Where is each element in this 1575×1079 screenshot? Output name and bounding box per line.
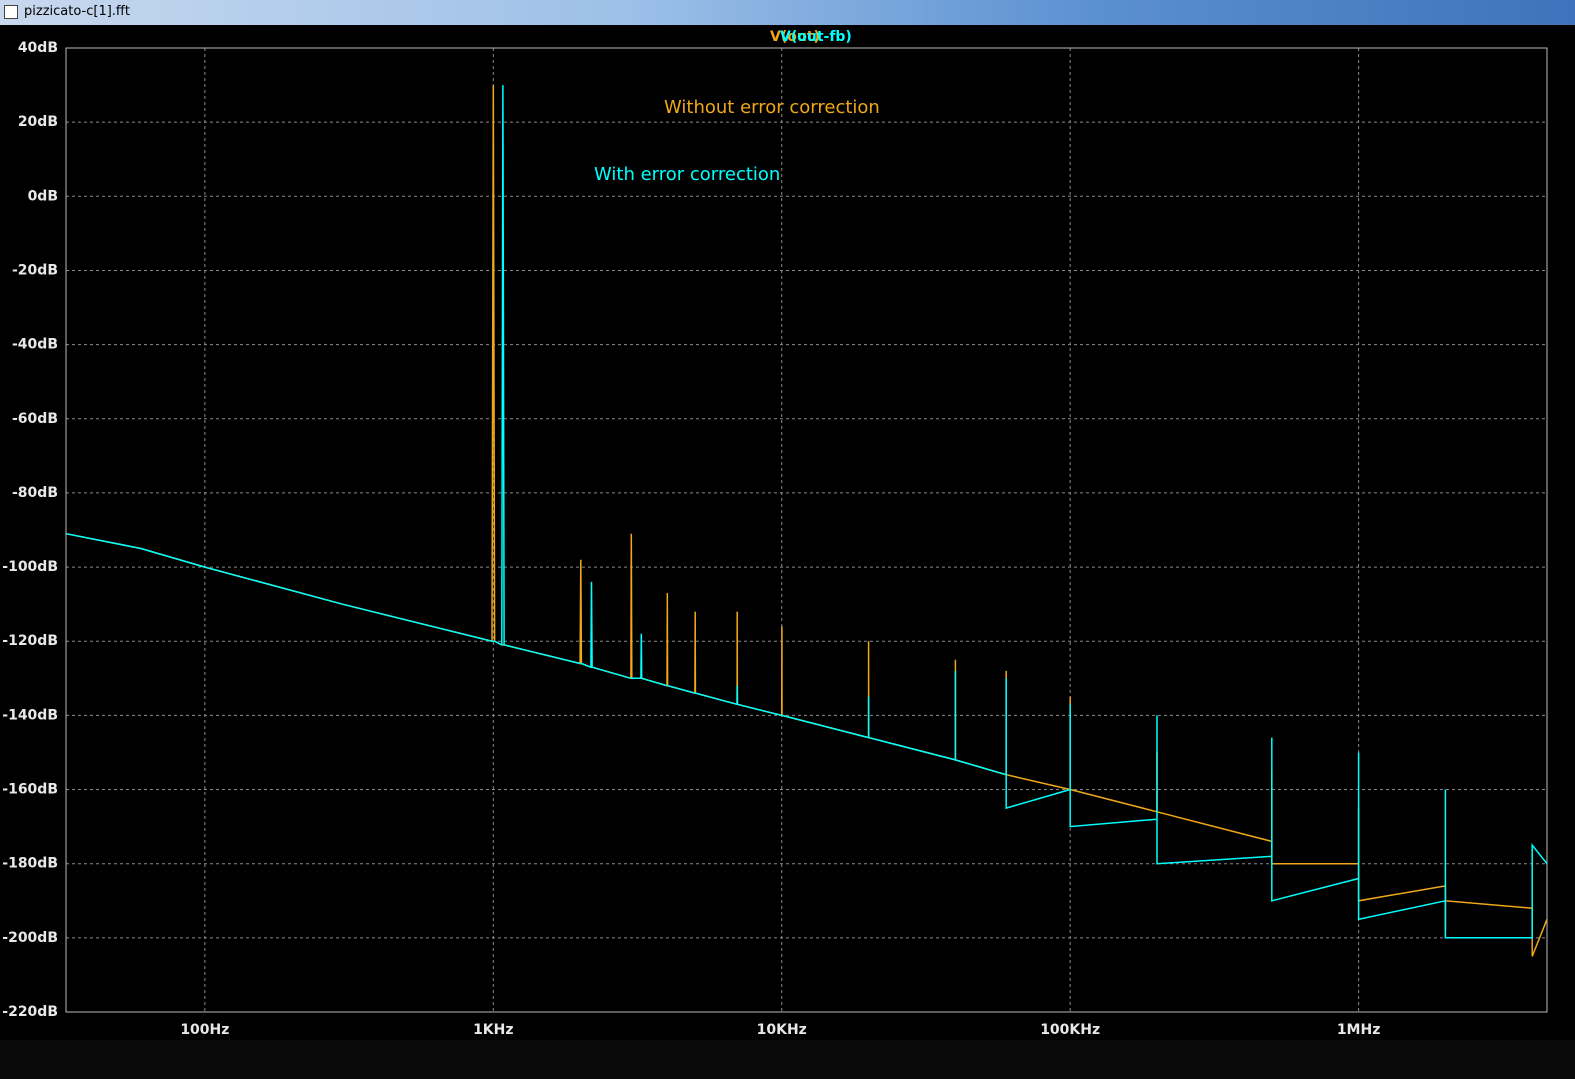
y-tick-label: -140dB xyxy=(2,707,58,723)
y-tick-label: -160dB xyxy=(2,782,58,798)
y-tick-label: -180dB xyxy=(2,856,58,872)
y-tick-label: 40dB xyxy=(18,40,58,56)
status-area xyxy=(0,1040,1575,1079)
series-line xyxy=(65,85,1548,939)
y-tick-label: -100dB xyxy=(2,559,58,575)
x-tick-label: 10KHz xyxy=(757,1022,807,1038)
y-tick-label: -20dB xyxy=(12,262,58,278)
x-tick-label: 100KHz xyxy=(1040,1022,1100,1038)
x-tick-label: 1KHz xyxy=(473,1022,513,1038)
y-tick-label: -60dB xyxy=(12,411,58,427)
background xyxy=(0,25,1575,1079)
window-icon xyxy=(4,5,18,19)
annotation: With error correction xyxy=(594,164,780,185)
y-tick-label: -80dB xyxy=(12,485,58,501)
legend-entry: V(out) xyxy=(770,29,820,45)
window-title-bar: pizzicato-c[1].fft xyxy=(0,0,1575,25)
legend-entry: V(out-fb) xyxy=(780,29,852,45)
x-tick-label: 1MHz xyxy=(1337,1022,1381,1038)
y-tick-label: -200dB xyxy=(2,930,58,946)
chart: 40dB 20dB 0dB -20dB -40dB -60dB -80dB -100dB -12… xyxy=(0,25,1575,1079)
annotation: Without error correction xyxy=(664,97,880,118)
y-tick-label: 0dB xyxy=(28,188,58,204)
window-title: pizzicato-c[1].fft xyxy=(24,4,130,19)
y-tick-label: -120dB xyxy=(2,633,58,649)
plot-frame xyxy=(65,47,1548,1013)
y-tick-label: -220dB xyxy=(2,1004,58,1020)
y-tick-label: 20dB xyxy=(18,114,58,130)
y-tick-label: -40dB xyxy=(12,337,58,353)
x-tick-label: 100Hz xyxy=(180,1022,229,1038)
